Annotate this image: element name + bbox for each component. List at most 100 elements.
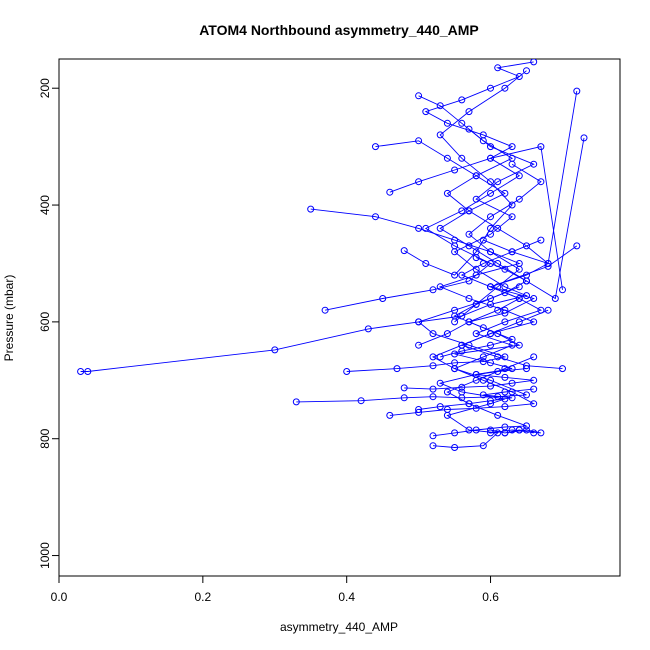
- data-point: [386, 188, 394, 196]
- data-point: [494, 64, 502, 72]
- data-point: [523, 426, 530, 434]
- data-point: [530, 318, 538, 326]
- data-point: [465, 318, 473, 326]
- x-tick-label: 0.2: [195, 590, 212, 604]
- data-point: [436, 403, 444, 411]
- data-point: [458, 383, 466, 391]
- data-point: [364, 325, 372, 333]
- x-tick-label: 0.4: [338, 590, 355, 604]
- data-point: [271, 346, 279, 354]
- data-point: [465, 242, 473, 250]
- data-point: [429, 432, 437, 440]
- data-point: [515, 172, 523, 180]
- data-point: [544, 306, 552, 314]
- data-point: [443, 189, 451, 197]
- data-point: [479, 260, 487, 267]
- data-point: [472, 254, 480, 262]
- data-point: [530, 385, 538, 393]
- data-point: [422, 260, 430, 267]
- data-point: [530, 160, 538, 168]
- data-point: [523, 292, 530, 300]
- data-point: [436, 224, 444, 232]
- data-point: [515, 265, 523, 273]
- data-point: [515, 341, 523, 349]
- series-line: [418, 388, 534, 410]
- data-point: [487, 429, 494, 437]
- data-point: [515, 73, 523, 80]
- data-point: [451, 271, 459, 279]
- data-point: [307, 205, 315, 213]
- data-point: [472, 330, 480, 338]
- data-point: [458, 271, 466, 279]
- data-point: [436, 131, 444, 139]
- data-point: [436, 283, 444, 291]
- data-point: [443, 119, 451, 127]
- data-point: [422, 224, 430, 232]
- data-point: [487, 382, 494, 390]
- data-point: [523, 277, 530, 285]
- data-point: [508, 248, 516, 256]
- series-line: [80, 128, 535, 372]
- data-point: [77, 368, 85, 375]
- data-point: [508, 426, 516, 434]
- data-point: [487, 295, 494, 302]
- data-point: [580, 134, 588, 142]
- series-line: [310, 208, 563, 370]
- data-point: [551, 295, 559, 302]
- series-line: [490, 429, 541, 434]
- data-point: [494, 429, 502, 437]
- data-point: [501, 403, 509, 411]
- plot-area: [77, 59, 588, 451]
- data-point: [472, 172, 480, 180]
- series-line: [418, 239, 542, 346]
- data-point: [530, 376, 538, 384]
- data-point: [487, 283, 494, 291]
- data-point: [523, 242, 530, 250]
- data-point: [379, 295, 387, 302]
- data-point: [559, 365, 566, 373]
- data-point: [415, 341, 423, 349]
- data-point: [451, 365, 459, 373]
- data-point: [494, 283, 502, 291]
- data-point: [386, 411, 394, 419]
- data-point: [487, 154, 494, 162]
- x-tick-label: 0.0: [51, 590, 68, 604]
- data-point: [393, 365, 401, 373]
- data-point: [530, 429, 538, 437]
- data-point: [400, 247, 408, 255]
- data-point: [415, 318, 423, 326]
- data-point: [530, 400, 538, 408]
- data-point: [429, 286, 437, 294]
- data-point: [530, 295, 538, 302]
- data-point: [443, 154, 451, 162]
- data-point: [501, 388, 509, 396]
- data-point: [537, 178, 545, 186]
- data-point: [451, 242, 459, 250]
- data-point: [494, 411, 502, 419]
- data-point: [479, 324, 487, 332]
- series-line: [389, 61, 534, 193]
- series-group: [77, 59, 588, 451]
- y-tick-label: 1000: [38, 542, 52, 569]
- data-point: [343, 368, 351, 375]
- data-point: [573, 87, 581, 95]
- data-point: [429, 393, 437, 401]
- data-point: [530, 59, 538, 66]
- data-point: [479, 131, 487, 139]
- data-point: [501, 373, 509, 381]
- data-point: [573, 242, 581, 250]
- data-point: [487, 178, 494, 186]
- data-point: [523, 365, 530, 373]
- series-line: [440, 257, 528, 358]
- data-point: [429, 362, 437, 370]
- data-point: [523, 67, 530, 75]
- data-point: [465, 400, 473, 408]
- data-point: [436, 379, 444, 387]
- data-point: [479, 353, 487, 361]
- x-axis-label: asymmetry_440_AMP: [280, 620, 398, 634]
- data-point: [501, 265, 509, 273]
- data-point: [479, 236, 487, 244]
- data-point: [494, 368, 502, 375]
- data-point: [537, 429, 545, 437]
